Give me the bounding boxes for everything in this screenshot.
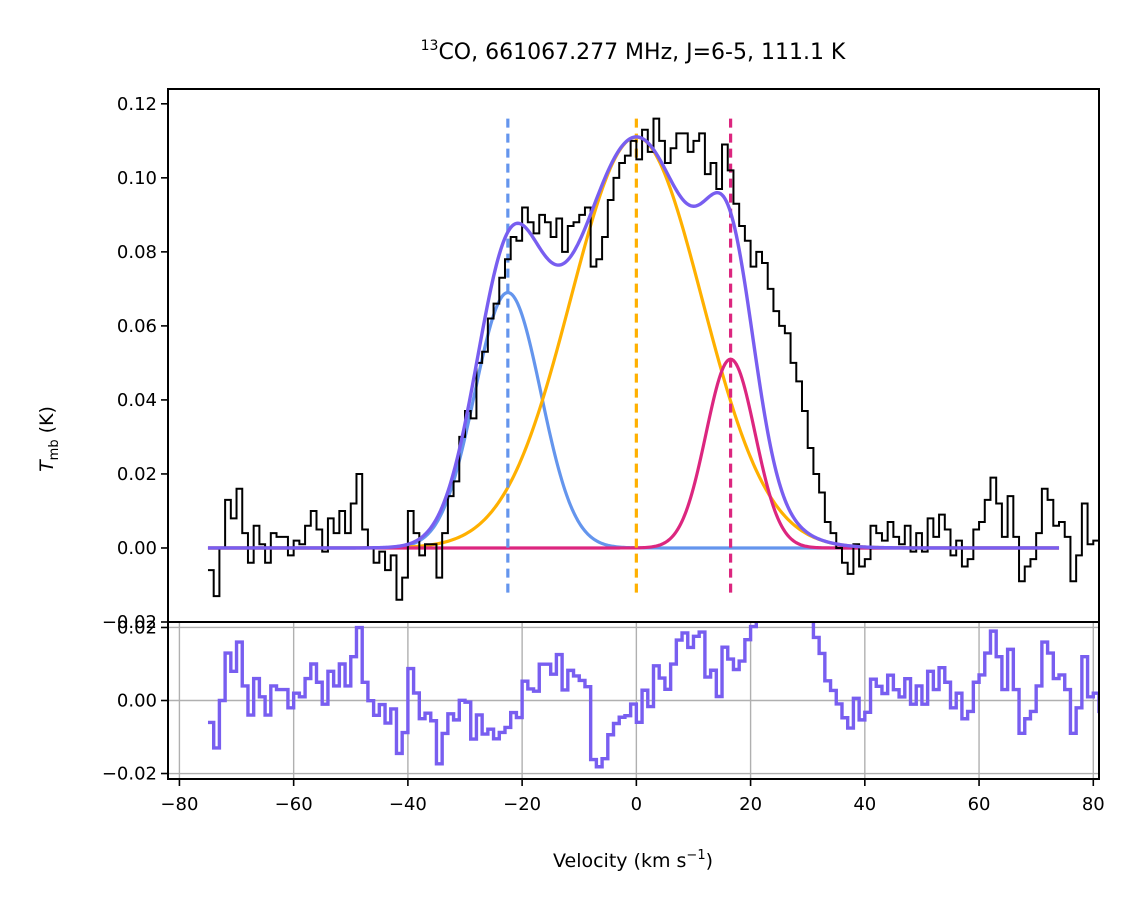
x-tick-label: −60 — [275, 794, 313, 815]
y-tick-label: −0.02 — [102, 612, 157, 633]
x-label-superscript: −1 — [686, 848, 705, 863]
y-tick-label: 0.04 — [117, 390, 157, 411]
y-tick-label: 0.12 — [117, 94, 157, 115]
y-axis-label: Tmb (K) — [36, 406, 62, 472]
main-y-ticks: −0.02 0.00 0.02 0.04 0.06 0.08 0.10 0.12 — [102, 94, 168, 633]
y-tick-label: 0.06 — [117, 316, 157, 337]
residual-y-tick-label: 0.00 — [117, 691, 157, 712]
y-tick-label: 0.02 — [117, 464, 157, 485]
x-tick-label: 20 — [739, 794, 762, 815]
main-panel-frame — [167, 88, 1100, 623]
residual-y-tick-label: −0.02 — [102, 764, 157, 785]
center-markers — [506, 118, 733, 598]
main-panel: −0.02 0.00 0.02 0.04 0.06 0.08 0.10 0.12 — [102, 88, 1100, 633]
title-main: CO, 661067.277 MHz, J=6-5, 111.1 K — [438, 40, 845, 65]
x-axis-label: Velocity (km s−1) — [553, 848, 713, 872]
y-label-subscript: mb — [47, 439, 62, 460]
observed-spectrum-group — [207, 117, 1099, 601]
residual-y-tick-label: 0.02 — [117, 617, 157, 638]
residual-y-ticks: −0.02 0.00 0.02 — [102, 617, 168, 785]
residual-grid — [168, 622, 1099, 779]
x-tick-label: −80 — [160, 794, 198, 815]
y-tick-label: 0.08 — [117, 242, 157, 263]
y-label-symbol: T — [36, 459, 58, 472]
x-tick-label: 60 — [968, 794, 991, 815]
title-superscript: 13 — [421, 38, 439, 54]
gaussian-component-curve — [207, 357, 1060, 550]
observed-spectrum — [207, 117, 1099, 601]
total-fit-group — [207, 135, 1060, 550]
y-label-unit: (K) — [36, 406, 58, 439]
x-tick-label: 40 — [853, 794, 876, 815]
x-tick-label: 0 — [631, 794, 642, 815]
x-tick-label: 80 — [1082, 794, 1105, 815]
x-ticks: −80 −60 −40 −20 0 20 40 60 80 — [160, 779, 1105, 815]
x-label-main: Velocity (km s — [553, 850, 686, 872]
gaussian-components — [207, 135, 1060, 550]
x-label-close: ) — [706, 850, 713, 872]
gaussian-component-curve — [207, 135, 1060, 550]
y-tick-label: 0.00 — [117, 538, 157, 559]
residual-series-group — [207, 622, 1099, 769]
x-tick-label: −20 — [503, 794, 541, 815]
y-tick-label: 0.10 — [117, 168, 157, 189]
residual-series — [207, 622, 1099, 769]
total-fit-curve — [207, 135, 1060, 550]
residual-panel-frame — [167, 621, 1100, 780]
residual-panel: −0.02 0.00 0.02 −80 −60 −40 −20 0 20 40 60 80 — [102, 617, 1105, 815]
chart-title: 13CO, 661067.277 MHz, J=6-5, 111.1 K — [421, 38, 846, 65]
gaussian-component-curve — [207, 290, 1060, 550]
x-tick-label: −40 — [389, 794, 427, 815]
